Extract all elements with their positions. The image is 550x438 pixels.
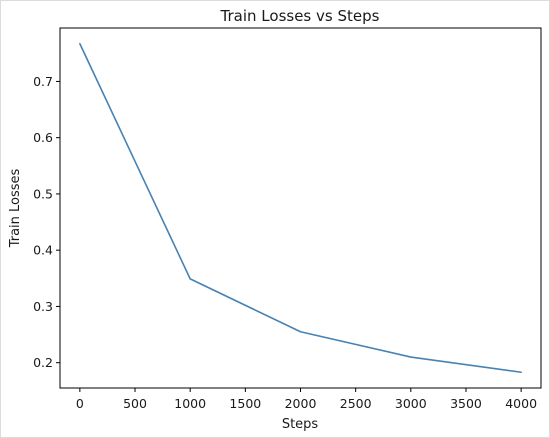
x-tick-label: 3000 bbox=[395, 396, 427, 411]
x-tick-label: 4000 bbox=[505, 396, 537, 411]
y-tick-label: 0.4 bbox=[33, 243, 53, 258]
plot-area bbox=[59, 27, 542, 389]
y-tick-label: 0.3 bbox=[33, 299, 53, 314]
y-axis: 0.2 0.3 0.4 0.5 0.6 0.7 bbox=[33, 74, 60, 370]
x-axis: 0 500 1000 1500 2000 2500 3000 3500 4000 bbox=[76, 388, 537, 411]
x-tick-label: 500 bbox=[123, 396, 147, 411]
y-tick-label: 0.7 bbox=[33, 74, 53, 89]
x-tick-label: 2000 bbox=[285, 396, 317, 411]
x-tick-label: 1500 bbox=[229, 396, 261, 411]
x-tick-label: 3500 bbox=[450, 396, 482, 411]
x-axis-label: Steps bbox=[282, 417, 319, 432]
x-tick-label: 0 bbox=[76, 396, 84, 411]
y-tick-label: 0.5 bbox=[33, 186, 53, 201]
x-tick-label: 1000 bbox=[174, 396, 206, 411]
x-tick-label: 2500 bbox=[340, 396, 372, 411]
y-tick-label: 0.2 bbox=[33, 355, 53, 370]
y-axis-label: Train Losses bbox=[8, 168, 23, 248]
chart-title: Train Losses vs Steps bbox=[220, 7, 380, 25]
series-group bbox=[79, 42, 522, 374]
y-tick-label: 0.6 bbox=[33, 130, 53, 145]
